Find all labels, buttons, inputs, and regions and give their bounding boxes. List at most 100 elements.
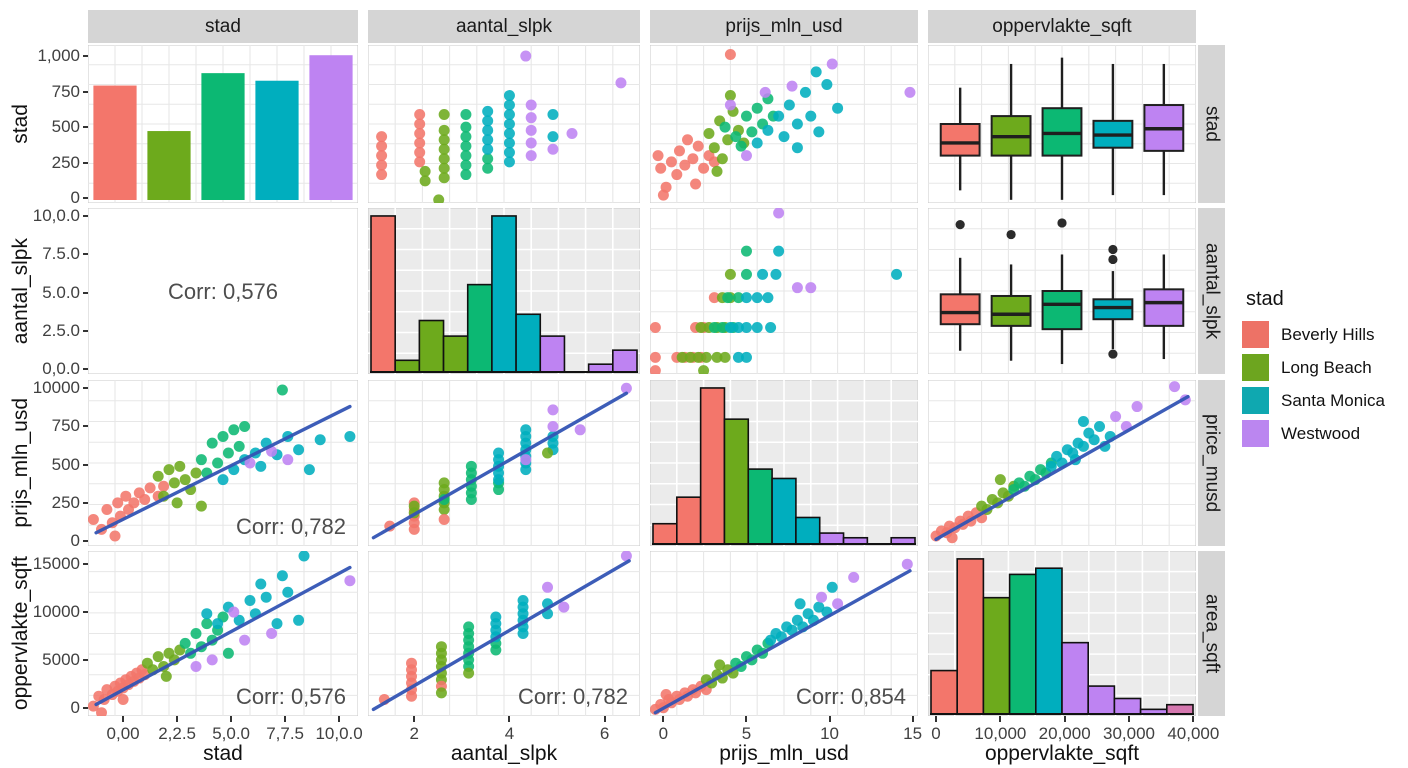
panel-r1c2-scatter (367, 44, 641, 206)
x-tick-mark (508, 716, 511, 722)
svg-text:Corr: 0,782: Corr: 0,782 (518, 684, 628, 709)
y-axis-label-text: oppervlakte_sqft (9, 556, 32, 711)
y-tick-label: 10,0.0 (32, 206, 80, 226)
y-tick-label: 10000 (32, 602, 80, 622)
x-tick-label: 0 (931, 724, 941, 743)
x-tick-mark (1128, 716, 1130, 722)
x-tick-mark (1063, 716, 1066, 722)
x-tick-mark (230, 716, 233, 722)
svg-text:Corr: 0,854: Corr: 0,854 (796, 684, 906, 709)
x-axis-title-prijs-mln-usd: prijs_mln_usd (719, 742, 849, 765)
panel-r4c1-scatter: Corr: 0,576 (87, 550, 359, 719)
facet-strip-right-label: aantal_slpk (1201, 242, 1223, 340)
x-tick-label: 2,2.5 (158, 724, 196, 743)
y-tick-mark (83, 55, 88, 58)
facet-strip-top-prijs-mln-usd: prijs_mln_usd (650, 10, 918, 43)
x-tick-label: 15 (903, 724, 923, 743)
facet-strip-top-aantal-slpk: aantal_slpk (368, 10, 640, 43)
y-tick-label: 2.5.0 (42, 320, 80, 340)
panel-r2c3-scatter (649, 207, 919, 377)
y-tick-mark (83, 90, 88, 93)
y-tick-mark (83, 563, 88, 566)
x-tick-label: 5 (741, 724, 752, 743)
x-tick-mark (413, 716, 416, 722)
x-tick-mark (745, 716, 748, 722)
panel-r4c2-scatter: Corr: 0,782 (367, 550, 641, 717)
y-tick-label: 0 (70, 697, 80, 717)
y-tick-mark (83, 126, 88, 129)
legend-item-long-beach: Long Beach (1242, 354, 1408, 381)
y-tick-mark (83, 540, 88, 543)
x-tick-mark (284, 716, 287, 722)
y-tick-label: 0 (70, 531, 80, 551)
x-tick-label: 7,7.5 (266, 724, 304, 743)
legend-item-santa-monica: Santa Monica (1242, 387, 1408, 414)
facet-strip-right-stad: stad (1198, 45, 1225, 203)
y-tick-label: 500 (51, 117, 80, 137)
legend-label: Beverly Hills (1281, 324, 1375, 344)
y-tick-label: 250 (51, 152, 80, 172)
panel-r4c4-hist (927, 550, 1197, 717)
facet-strip-top-oppervlakte-sqft: oppervlakte_sqft (928, 10, 1196, 43)
facet-strip-right-area-sqft: area_sqft (1198, 551, 1225, 716)
x-tick-mark (662, 716, 665, 722)
y-tick-label: 250 (51, 492, 80, 512)
x-tick-label: 10,000 (974, 724, 1027, 743)
x-axis-title-aantal-slpk: aantal_slpk (450, 742, 558, 765)
y-tick-mark (83, 253, 88, 256)
panel-r3c4-scatter (927, 379, 1197, 547)
x-axis-title-oppervlakte-sqft: oppervlakte_sqft (984, 742, 1140, 765)
legend-title: stad (1246, 288, 1284, 310)
y-tick-label: 5.0.0 (42, 282, 80, 302)
x-tick-label: 10 (820, 724, 839, 743)
y-tick-label: 500 (51, 454, 80, 474)
x-tick-label: 2 (409, 724, 419, 743)
panel-r1c3-scatter (649, 44, 919, 204)
x-tick-label: 40,000 (1167, 724, 1220, 743)
y-tick-label: 1,000 (37, 46, 80, 66)
legend-item-beverly-hills: Beverly Hills (1242, 321, 1408, 348)
x-tick-mark (176, 716, 179, 722)
legend-item-westwood: Westwood (1242, 420, 1408, 447)
x-tick-label: 0,00 (106, 724, 140, 743)
legend-label: Long Beach (1281, 357, 1372, 377)
y-tick-label: 750 (51, 416, 80, 436)
y-tick-mark (83, 215, 88, 218)
y-tick-mark (83, 501, 88, 504)
facet-strip-right-label: stad (1201, 106, 1223, 142)
facet-strip-top-stad: stad (88, 10, 358, 43)
panel-r1c4-box (927, 44, 1197, 204)
x-tick-mark (122, 716, 125, 722)
svg-text:Corr: 0,782: Corr: 0,782 (236, 514, 346, 539)
legend-swatch-long-beach (1242, 354, 1269, 381)
y-tick-mark (83, 291, 88, 294)
x-tick-label: 10,0.0 (315, 724, 363, 743)
y-tick-mark (83, 387, 88, 390)
legend-swatch-santa-monica (1242, 387, 1269, 414)
x-tick-mark (1192, 716, 1195, 722)
panel-r2c2-hist (367, 207, 641, 375)
x-tick-mark (603, 716, 606, 722)
x-axis-title-stad: stad (203, 742, 243, 765)
x-tick-mark (828, 716, 831, 722)
panel-r1c1-bar (87, 44, 359, 204)
panel-r3c1-scatter: Corr: 0,782 (87, 379, 359, 547)
x-tick-label: 4 (504, 724, 515, 743)
legend-swatch-beverly-hills (1242, 321, 1269, 348)
x-tick-label: 6 (599, 724, 610, 743)
panel-r2c4-box (927, 207, 1197, 375)
svg-text:Corr: 0,576: Corr: 0,576 (236, 684, 346, 709)
panel-r3c3-hist (649, 379, 919, 547)
panel-r4c3-scatter: Corr: 0,854 (649, 550, 919, 717)
x-tick-mark (338, 716, 341, 722)
x-tick-label: 5,0.0 (212, 724, 250, 743)
y-tick-mark (83, 658, 88, 661)
y-tick-label: 15000 (32, 554, 80, 574)
x-tick-label: 20,000 (1038, 724, 1091, 743)
facet-strip-right-label: price_musd (1201, 413, 1223, 513)
legend: stad Beverly Hills Long Beach Santa Moni… (1242, 288, 1408, 453)
legend-label: Westwood (1281, 423, 1361, 443)
x-tick-mark (999, 716, 1002, 722)
x-tick-label: 30,000 (1103, 724, 1155, 743)
